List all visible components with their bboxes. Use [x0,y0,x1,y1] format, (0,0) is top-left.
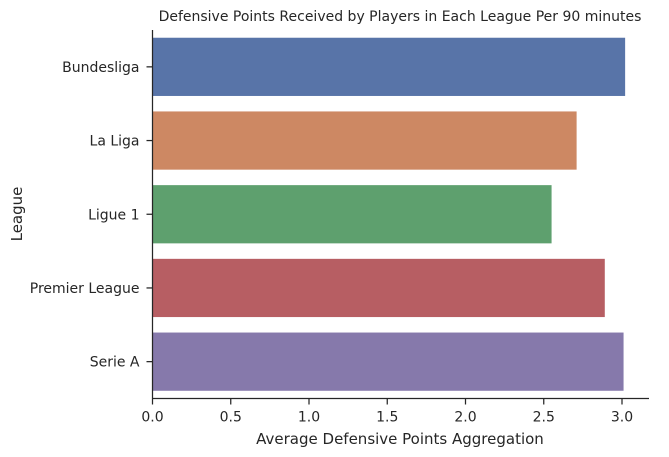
x-tick-label: 0.0 [141,410,163,426]
y-tick-labels: Bundesliga La Liga Ligue 1 Premier League Se… [30,60,153,371]
x-tick-label: 0.5 [220,410,242,426]
y-tick-label: Bundesliga [62,60,139,76]
x-tick-label: 2.5 [533,410,555,426]
y-tick-label: Ligue 1 [88,207,139,223]
x-tick-label: 1.5 [376,410,398,426]
x-ticks: 0.0 0.5 1.0 1.5 2.0 2.5 3.0 [141,398,633,426]
y-tick-label: Premier League [30,281,140,297]
y-axis-label: League [8,187,26,242]
bar-bundesliga [152,37,626,96]
chart-title: Defensive Points Received by Players in … [159,9,642,25]
bar-premier-league [152,258,605,318]
x-tick-label: 1.0 [298,410,320,426]
bar-ligue-1 [152,185,552,244]
y-tick-label: Serie A [90,355,140,371]
y-tick-label: La Liga [90,134,140,150]
bar-serie-a [152,332,624,391]
bars-layer [152,37,626,391]
bar-la-liga [152,111,577,170]
x-tick-label: 3.0 [611,410,633,426]
x-axis-label: Average Defensive Points Aggregation [256,430,544,448]
x-tick-label: 2.0 [454,410,476,426]
